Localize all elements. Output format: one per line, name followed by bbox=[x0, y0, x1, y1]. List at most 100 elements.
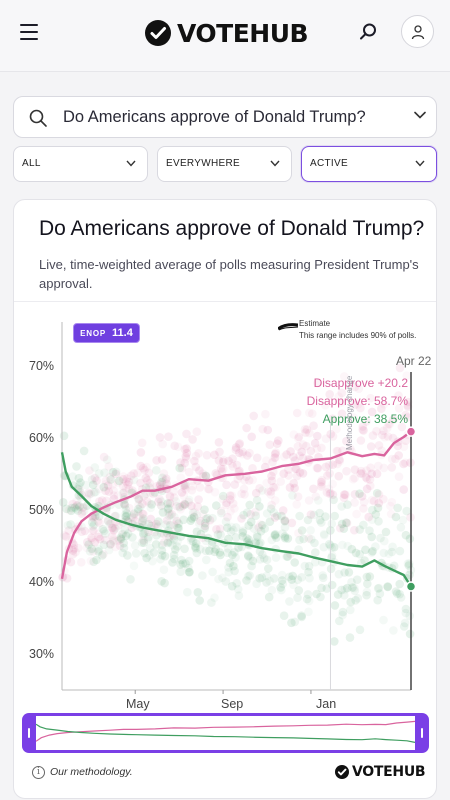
poll-dot bbox=[89, 526, 98, 535]
poll-dot bbox=[264, 592, 274, 602]
poll-dot bbox=[286, 447, 295, 456]
poll-dot bbox=[277, 585, 286, 595]
enop-badge[interactable]: ENOP 11.4 bbox=[73, 323, 140, 343]
user-account-button[interactable] bbox=[401, 15, 434, 48]
poll-dot bbox=[340, 372, 349, 381]
poll-dot bbox=[253, 532, 262, 542]
poll-dot bbox=[99, 549, 108, 559]
poll-dot bbox=[235, 439, 244, 448]
poll-dot bbox=[243, 572, 253, 581]
poll-dot bbox=[381, 527, 391, 537]
poll-dot bbox=[383, 432, 393, 441]
poll-dot bbox=[83, 537, 92, 547]
poll-dot bbox=[348, 583, 357, 592]
info-icon[interactable]: i bbox=[32, 766, 45, 779]
poll-dot bbox=[374, 583, 384, 593]
poll-dot bbox=[353, 400, 363, 409]
poll-dot bbox=[188, 537, 198, 546]
poll-dot bbox=[101, 486, 110, 496]
poll-dot bbox=[350, 525, 359, 535]
poll-dot bbox=[261, 409, 270, 419]
poll-dot bbox=[133, 468, 142, 478]
poll-dot bbox=[74, 482, 83, 491]
poll-dot bbox=[136, 478, 145, 488]
poll-dot bbox=[294, 528, 303, 538]
x-tick-label: Jan bbox=[316, 697, 337, 711]
filter-region[interactable]: EVERYWHERE bbox=[157, 146, 292, 182]
chevron-down-icon bbox=[414, 111, 426, 119]
poll-dot bbox=[227, 491, 237, 500]
poll-dot bbox=[362, 484, 372, 494]
poll-dot bbox=[165, 538, 175, 547]
poll-dot bbox=[168, 558, 177, 567]
poll-dot bbox=[311, 557, 320, 567]
disapprove-line bbox=[60, 430, 412, 580]
filter-population[interactable]: ALL bbox=[13, 146, 148, 182]
poll-dot bbox=[77, 558, 86, 567]
poll-dot bbox=[161, 520, 171, 529]
poll-dot bbox=[285, 483, 295, 492]
filter-status[interactable]: ACTIVE bbox=[301, 146, 437, 182]
poll-dot bbox=[341, 490, 350, 499]
poll-dot bbox=[159, 538, 169, 547]
time-range-scrubber[interactable] bbox=[22, 713, 429, 753]
poll-dot bbox=[255, 574, 264, 583]
scrubber-right-handle[interactable] bbox=[415, 713, 429, 753]
poll-dot bbox=[63, 520, 73, 530]
poll-dot bbox=[270, 449, 280, 459]
poll-dot bbox=[123, 529, 133, 538]
poll-dot bbox=[221, 500, 231, 510]
poll-dot bbox=[129, 475, 139, 485]
poll-dot bbox=[321, 462, 331, 472]
poll-dot bbox=[297, 447, 307, 457]
search-icon bbox=[29, 109, 47, 127]
poll-dot bbox=[282, 552, 292, 561]
poll-dot bbox=[302, 594, 312, 604]
brand-logo[interactable]: VOTEHUB bbox=[145, 18, 309, 48]
poll-dot bbox=[391, 454, 400, 464]
poll-dot bbox=[232, 460, 242, 470]
poll-dot bbox=[341, 518, 351, 527]
poll-dot bbox=[396, 523, 406, 532]
enop-value: 11.4 bbox=[112, 327, 133, 339]
poll-dot bbox=[158, 473, 167, 483]
poll-dot bbox=[66, 557, 76, 567]
poll-dot bbox=[76, 478, 85, 487]
footer-brand-logo[interactable]: VOTEHUB bbox=[335, 764, 426, 780]
question-selector[interactable]: Do Americans approve of Donald Trump? bbox=[13, 96, 437, 138]
poll-dot bbox=[309, 510, 319, 520]
approval-chart[interactable]: ENOP 11.4 Estimate This range includes 9… bbox=[14, 302, 437, 712]
poll-dot bbox=[104, 545, 114, 555]
poll-dot bbox=[158, 508, 168, 517]
poll-dot bbox=[103, 481, 113, 490]
poll-dot bbox=[255, 484, 264, 493]
poll-dot bbox=[116, 533, 126, 542]
poll-dot bbox=[330, 601, 340, 610]
poll-dot bbox=[68, 472, 77, 481]
poll-dot bbox=[339, 524, 349, 533]
poll-dot bbox=[301, 428, 310, 437]
poll-dot bbox=[325, 539, 334, 549]
poll-dot bbox=[191, 539, 201, 548]
hamburger-menu-icon[interactable] bbox=[20, 24, 38, 40]
poll-dot bbox=[327, 543, 337, 553]
poll-dot bbox=[289, 580, 298, 590]
scrubber-window[interactable] bbox=[35, 713, 416, 753]
search-button[interactable] bbox=[356, 20, 380, 44]
poll-dot bbox=[224, 563, 233, 572]
poll-dot bbox=[317, 480, 327, 489]
poll-dot bbox=[176, 567, 185, 576]
poll-dot bbox=[335, 457, 345, 466]
poll-dot bbox=[169, 550, 179, 560]
poll-dot bbox=[373, 503, 383, 513]
scrubber-left-handle[interactable] bbox=[22, 713, 36, 753]
poll-dot bbox=[152, 531, 161, 540]
x-tick-label: May bbox=[126, 697, 150, 711]
poll-dot bbox=[402, 506, 412, 516]
poll-dot bbox=[191, 542, 200, 551]
chart-canvas[interactable] bbox=[14, 302, 437, 712]
poll-dot bbox=[94, 529, 103, 539]
poll-dot bbox=[166, 520, 175, 530]
methodology-link[interactable]: Our methodology. bbox=[50, 766, 133, 778]
poll-dot bbox=[318, 573, 328, 583]
